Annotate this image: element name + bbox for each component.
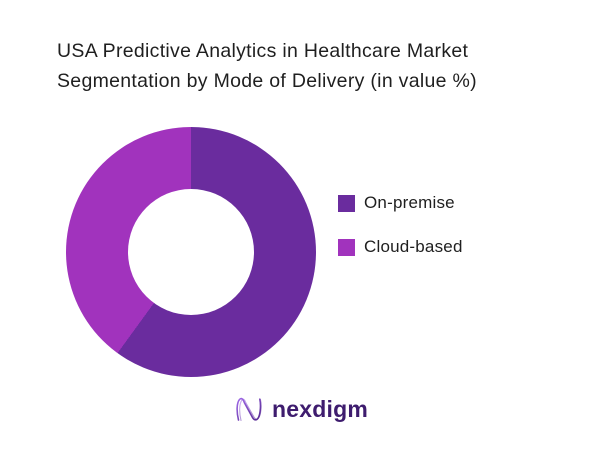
legend-swatch-cloud-based (338, 238, 355, 256)
legend-label-cloud-based: Cloud-based (364, 237, 463, 256)
legend-swatch-on-premise (338, 194, 355, 212)
legend-item-cloud-based: Cloud-based (338, 237, 463, 257)
legend-label-on-premise: On-premise (364, 193, 455, 212)
nexdigm-logo: nexdigm (234, 393, 368, 425)
chart-title-line2: Segmentation by Mode of Delivery (in val… (57, 70, 477, 92)
donut-hole (128, 189, 254, 315)
chart-title: USA Predictive Analytics in Healthcare M… (57, 36, 537, 96)
legend: On-premise Cloud-based (338, 193, 463, 281)
chart-title-line1: USA Predictive Analytics in Healthcare M… (57, 40, 469, 62)
nexdigm-wordmark: nexdigm (272, 395, 368, 422)
legend-item-on-premise: On-premise (338, 193, 463, 213)
nexdigm-n-wave-icon (236, 397, 262, 422)
donut-chart (66, 127, 316, 377)
